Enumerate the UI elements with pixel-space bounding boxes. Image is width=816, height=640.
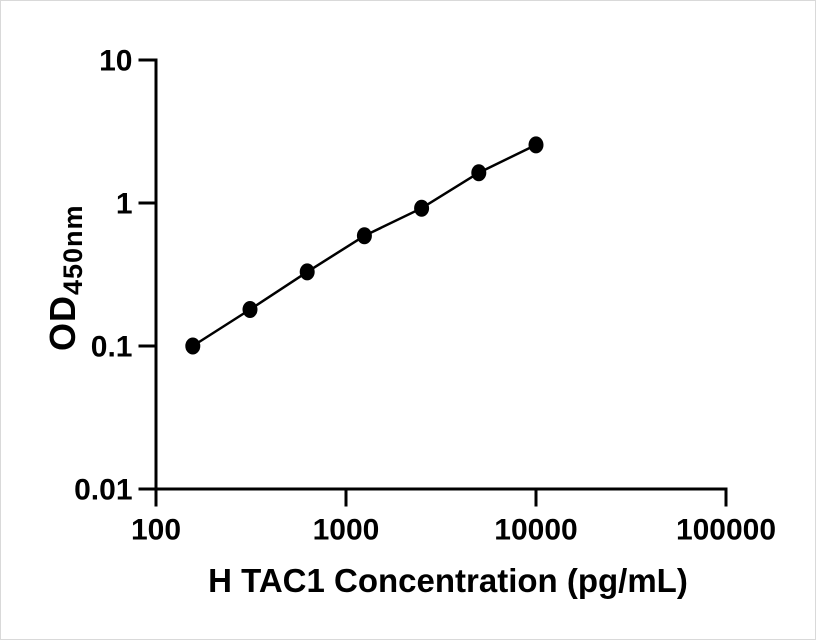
x-axis-tick-label: 100 — [131, 514, 181, 547]
y-axis-tick-label: 10 — [99, 45, 132, 78]
y-axis-title-main: OD — [42, 295, 83, 351]
data-point-marker — [185, 337, 201, 355]
x-axis-tick-label: 100000 — [676, 514, 776, 547]
data-point-marker — [528, 136, 544, 154]
y-axis-tick-label: 0.1 — [91, 331, 133, 364]
axis-titles-layer: H TAC1 Concentration (pg/mL) OD450nm — [42, 204, 688, 599]
x-axis-title: H TAC1 Concentration (pg/mL) — [208, 562, 688, 599]
y-axis-title: OD450nm — [42, 204, 88, 351]
y-axis-tick-label: 0.01 — [74, 474, 132, 507]
data-point-marker — [356, 227, 372, 245]
x-axis-tick-label: 1000 — [313, 514, 380, 547]
data-series-layer — [185, 136, 544, 355]
data-point-marker — [242, 301, 258, 318]
data-point-marker — [299, 263, 315, 281]
data-point-marker — [471, 164, 487, 182]
axes-layer: 10 1 0.1 0.01 100 1000 10000 100000 — [74, 45, 776, 547]
y-axis-title-subscript: 450nm — [58, 204, 88, 295]
y-axis-tick-label: 1 — [116, 188, 133, 221]
x-axis-tick-label: 10000 — [494, 514, 577, 547]
data-point-marker — [414, 199, 430, 217]
